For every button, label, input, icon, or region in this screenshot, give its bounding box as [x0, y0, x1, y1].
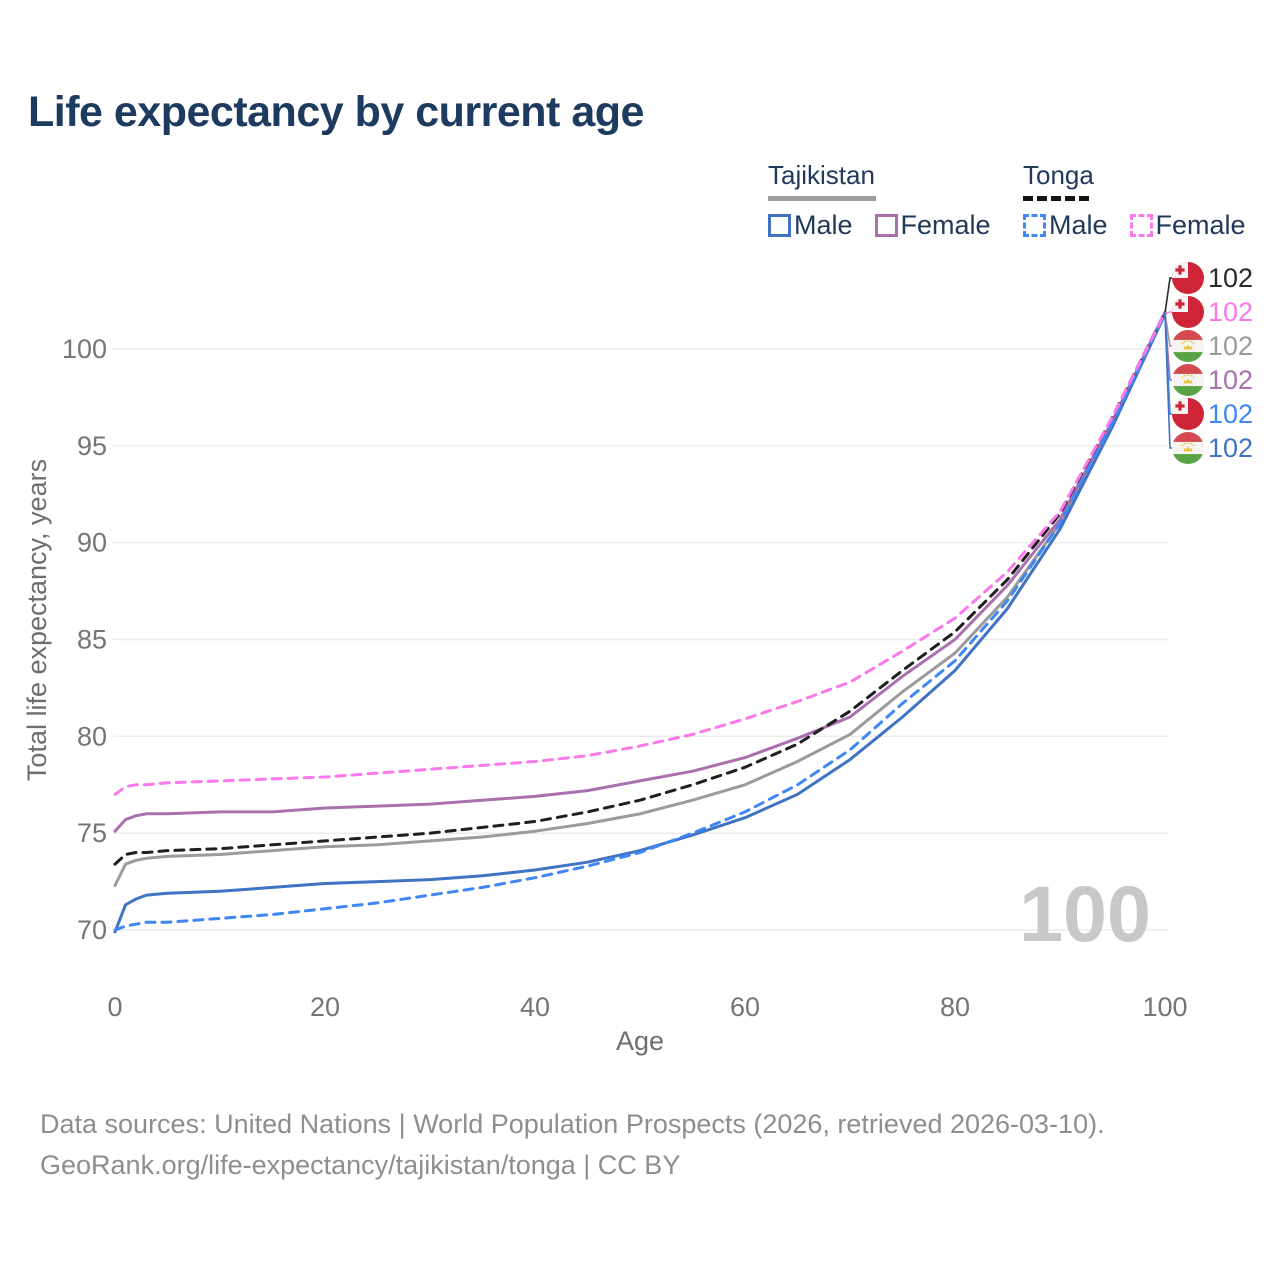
- x-tick-label: 0: [107, 992, 122, 1022]
- legend-group-tonga: Tonga Male Female: [1023, 160, 1268, 241]
- footer-attribution: GeoRank.org/life-expectancy/tajikistan/t…: [40, 1150, 681, 1180]
- tajikistan-male-swatch-icon: [768, 214, 791, 237]
- flag-tonga-icon: [1172, 262, 1204, 294]
- series-line-tajikistan-female[interactable]: [113, 310, 1167, 833]
- legend-item-label: Male: [1049, 210, 1108, 240]
- page-title: Life expectancy by current age: [28, 88, 644, 136]
- y-tick-label: 70: [77, 915, 107, 945]
- tajikistan-female-swatch-icon: [874, 214, 898, 237]
- x-tick-label: 80: [940, 992, 970, 1022]
- end-label-value-tajikistan-total: 102: [1208, 331, 1253, 361]
- y-tick-label: 90: [77, 528, 107, 558]
- y-tick-label: 75: [77, 818, 107, 848]
- legend-item-tajikistan-male[interactable]: Male: [768, 210, 853, 241]
- series-line-tonga-total[interactable]: [113, 310, 1167, 866]
- flag-tonga-icon: [1172, 296, 1204, 328]
- series-line-tajikistan-male[interactable]: [113, 312, 1167, 934]
- flag-tajikistan-icon: [1172, 364, 1204, 396]
- legend-country-tajikistan[interactable]: Tajikistan: [768, 160, 1013, 201]
- end-label-value-tajikistan-female: 102: [1208, 365, 1253, 395]
- end-label-value-tonga-male: 102: [1208, 399, 1253, 429]
- y-tick-label: 100: [62, 334, 107, 364]
- series-line-tajikistan-total[interactable]: [113, 312, 1167, 887]
- legend: Tajikistan Male Female Tonga: [0, 160, 1280, 245]
- legend-item-tajikistan-female[interactable]: Female: [874, 210, 991, 241]
- tonga-male-swatch-icon: [1023, 214, 1046, 237]
- y-tick-label: 85: [77, 625, 107, 655]
- legend-item-label: Male: [794, 210, 853, 240]
- legend-item-label: Female: [900, 210, 991, 240]
- footer-data-sources: Data sources: United Nations | World Pop…: [40, 1109, 1105, 1139]
- y-tick-label: 80: [77, 721, 107, 751]
- flag-tajikistan-icon: [1172, 432, 1204, 464]
- series-line-tonga-male[interactable]: [113, 312, 1167, 932]
- tonga-line-key: [1023, 196, 1089, 201]
- end-label-value-tonga-female: 102: [1208, 297, 1253, 327]
- age-watermark: 100: [1019, 869, 1151, 958]
- flag-tajikistan-icon: [1172, 330, 1204, 362]
- x-tick-label: 20: [310, 992, 340, 1022]
- x-tick-label: 60: [730, 992, 760, 1022]
- end-label-value-tonga-total: 102: [1208, 263, 1253, 293]
- flag-tonga-icon: [1172, 398, 1204, 430]
- tajikistan-line-key: [768, 196, 876, 201]
- tonga-female-swatch-icon: [1129, 214, 1153, 237]
- legend-country-label: Tajikistan: [768, 160, 875, 190]
- legend-country-label: Tonga: [1023, 160, 1094, 190]
- x-tick-label: 100: [1142, 992, 1187, 1022]
- footer: Data sources: United Nations | World Pop…: [40, 1104, 1105, 1186]
- end-label-value-tajikistan-male: 102: [1208, 433, 1253, 463]
- y-tick-label: 95: [77, 431, 107, 461]
- x-axis-title: Age: [616, 1026, 664, 1056]
- legend-item-label: Female: [1155, 210, 1246, 240]
- legend-item-tonga-male[interactable]: Male: [1023, 210, 1108, 241]
- legend-item-tonga-female[interactable]: Female: [1129, 210, 1246, 241]
- series-line-tonga-female[interactable]: [113, 310, 1167, 796]
- legend-country-tonga[interactable]: Tonga: [1023, 160, 1268, 201]
- y-axis-title: Total life expectancy, years: [22, 459, 52, 781]
- legend-group-tajikistan: Tajikistan Male Female: [768, 160, 1013, 241]
- x-tick-label: 40: [520, 992, 550, 1022]
